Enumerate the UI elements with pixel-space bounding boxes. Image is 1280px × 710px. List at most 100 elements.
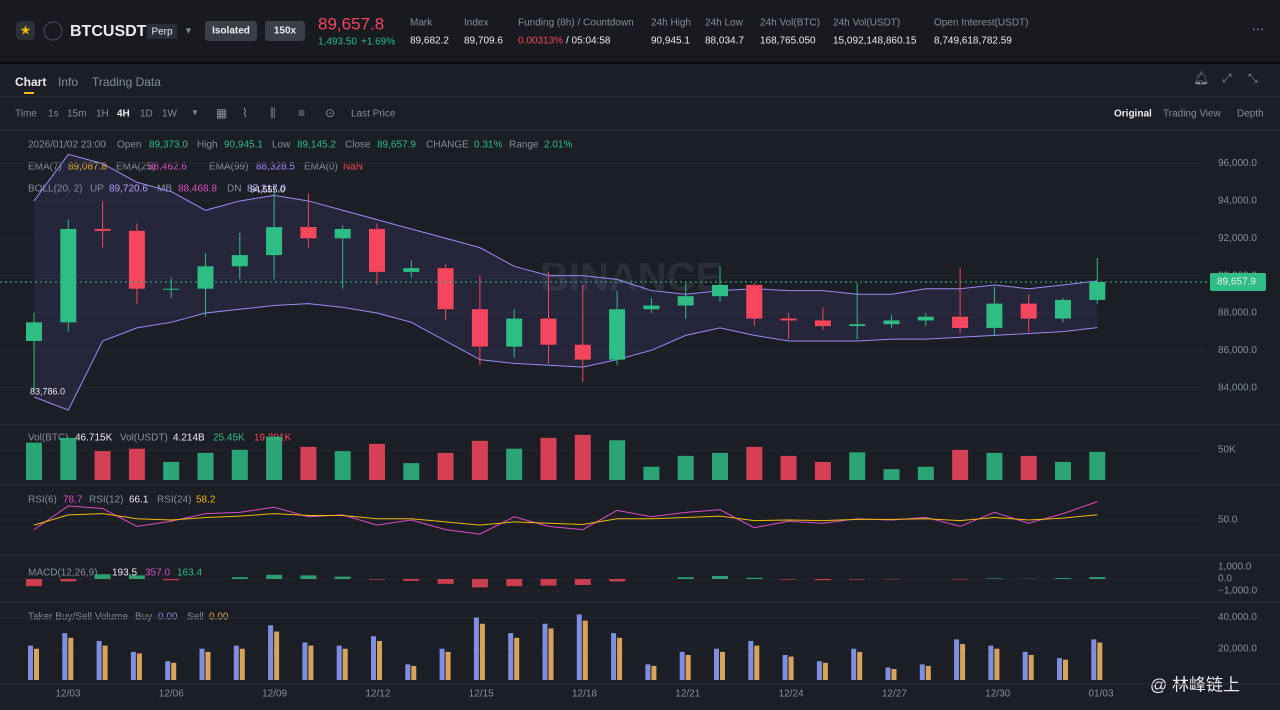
volume-bar [300, 446, 317, 480]
interval-dropdown[interactable]: ▼ [191, 108, 199, 117]
interval[interactable]: 4H [117, 109, 130, 120]
volume-bar [917, 466, 934, 480]
view-depth[interactable]: Depth [1237, 109, 1264, 120]
footer-credit: @ 林峰链上 [1150, 675, 1240, 694]
stat-value: 89,682.2 [410, 36, 449, 47]
y-tick-label: 86,000.0 [1218, 345, 1257, 356]
x-tick-label: 12/15 [469, 689, 494, 700]
volume-bar [506, 448, 523, 480]
tab-info[interactable]: Info [58, 75, 78, 89]
interval[interactable]: 1D [140, 109, 153, 120]
tool-icon[interactable]: ⊙ [325, 106, 335, 120]
leverage-button[interactable] [265, 21, 305, 41]
volume-bar [471, 440, 488, 480]
candle-body [231, 255, 248, 267]
taker-bar [342, 648, 348, 680]
legend-item: 25.45K [213, 433, 245, 444]
tool-icon[interactable]: ▦ [216, 106, 227, 120]
dropdown-arrow[interactable]: ▼ [184, 25, 193, 35]
candle-body [746, 284, 763, 319]
legend-item: EMA(0) [304, 162, 338, 173]
candle-body [849, 324, 866, 327]
taker-bar [336, 645, 342, 680]
taker-bar [34, 648, 39, 680]
taker-bar [748, 640, 754, 680]
legend-item: NaN [343, 162, 363, 173]
tab-chart[interactable]: Chart [15, 75, 46, 89]
volume-bar [712, 452, 728, 480]
macd-bar [266, 574, 283, 579]
legend-item: RSI(12) [89, 495, 123, 506]
legend-item: CHANGE [426, 140, 469, 151]
taker-bar [548, 628, 554, 680]
fullscreen-icon[interactable]: ⤢ [1221, 71, 1232, 85]
stat-label: Index [464, 18, 488, 29]
legend-item: 58.2 [196, 495, 216, 506]
tool-icon[interactable]: ⌇ [242, 106, 248, 120]
stat-label: 24h High [651, 18, 691, 29]
stat-label: 24h Low [705, 18, 744, 29]
legend-item: 89,657.9 [377, 140, 416, 151]
price-type[interactable]: Last Price [351, 109, 396, 120]
stat-countdown: / 05:04:58 [566, 36, 611, 47]
expand-icon[interactable]: ⤡ [1248, 71, 1258, 85]
taker-bar [1063, 659, 1068, 680]
view-trading-view[interactable]: Trading View [1163, 109, 1222, 120]
taker-bar [822, 662, 828, 680]
margin-button[interactable] [205, 21, 257, 41]
taker-bar [885, 667, 891, 680]
y-tick-label: 84,000.0 [1218, 382, 1257, 393]
taker-bar [274, 631, 280, 680]
macd-bar [369, 579, 385, 580]
interval: Time [15, 109, 37, 120]
favorite-button[interactable] [16, 21, 35, 40]
taker-bar [542, 623, 548, 680]
volume-bar [883, 469, 900, 480]
candle-body [677, 296, 694, 306]
macd-bar [1089, 577, 1106, 579]
macd-bar [403, 579, 420, 581]
tool-icon[interactable]: ≡ [298, 106, 305, 120]
volume-bar [814, 461, 831, 480]
candle-body [334, 228, 351, 239]
x-tick-label: 12/12 [365, 689, 390, 700]
symbol[interactable]: BTCUSDT [70, 23, 147, 40]
interval[interactable]: 15m [67, 109, 86, 120]
alert-icon[interactable]: 🔔︎ [1193, 70, 1210, 85]
tab-trading-data[interactable]: Trading Data [92, 75, 161, 89]
macd-bar [471, 579, 488, 588]
candle-body [712, 284, 728, 297]
taker-bar [439, 648, 445, 680]
taker-bar [268, 625, 274, 680]
y-tick-label: 88,000.0 [1218, 308, 1257, 319]
price-change-pct: +1.69% [361, 37, 395, 48]
legend-item: High [197, 140, 218, 151]
candle-body [60, 228, 77, 323]
taker-bar [377, 640, 382, 680]
interval[interactable]: 1W [162, 109, 178, 120]
volume-bar [1055, 461, 1071, 480]
boll-upper [33, 153, 1098, 295]
candle-body [197, 266, 214, 289]
taker-bar [205, 651, 211, 680]
x-tick-label: 12/06 [159, 689, 184, 700]
legend-item: 78.7 [63, 495, 83, 506]
candle-body [1055, 299, 1071, 319]
legend-item: Range [509, 140, 539, 151]
interval[interactable]: 1s [48, 109, 59, 120]
view-original[interactable]: Original [1114, 109, 1152, 120]
legend-item: 87,217.0 [247, 184, 286, 195]
tool-icon[interactable]: ⫼ [270, 106, 276, 120]
rsi-line [33, 501, 1098, 535]
taker-bar [308, 645, 314, 680]
taker-bar [239, 648, 245, 680]
last-price: 89,657.8 [318, 14, 384, 33]
interval[interactable]: 1H [96, 109, 109, 120]
taker-bar [1091, 639, 1097, 680]
watermark: BINANCE [540, 256, 722, 300]
macd-bar [746, 577, 763, 579]
y-tick-label: 50K [1218, 445, 1236, 456]
more-menu[interactable]: ⋯ [1252, 21, 1265, 36]
